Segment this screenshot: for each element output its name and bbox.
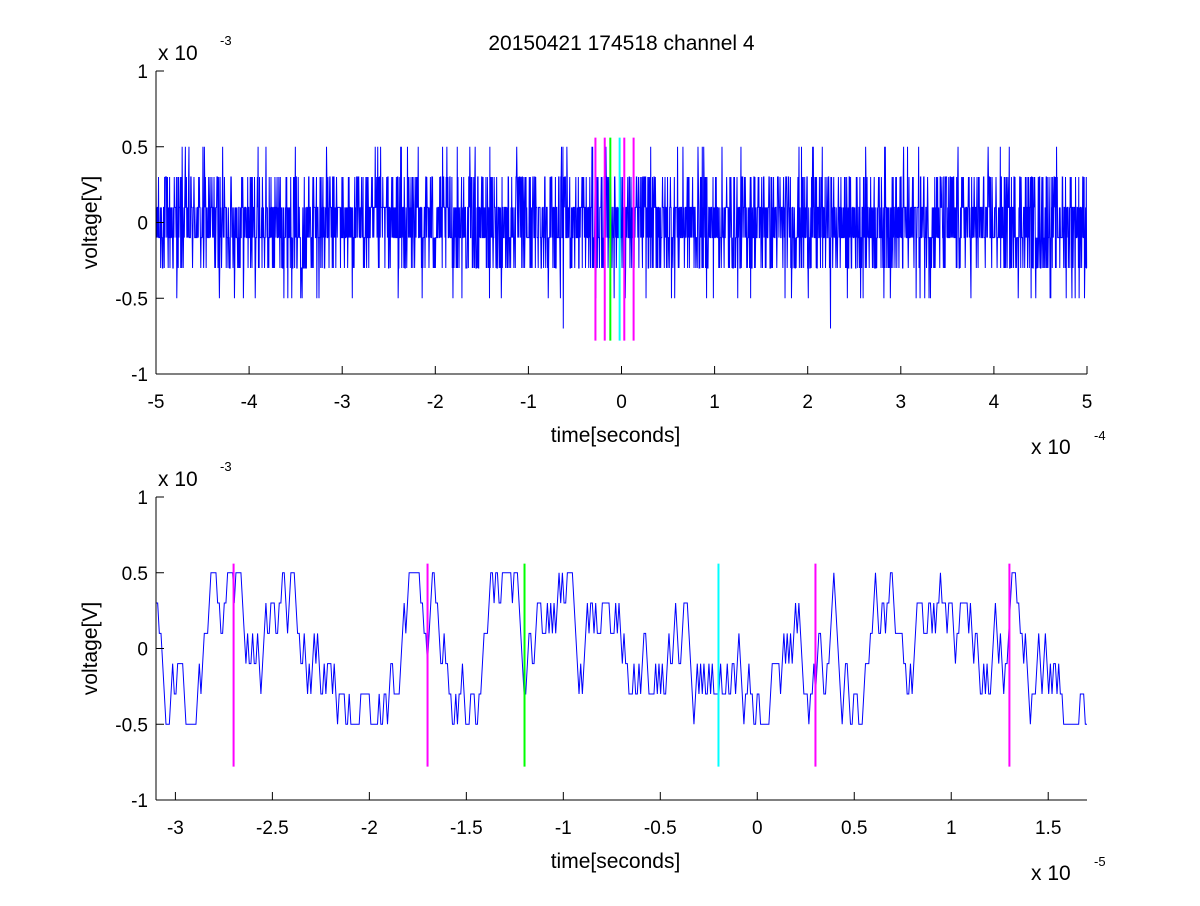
y-tick-label: -1 (131, 365, 148, 386)
y-tick-label: 0.5 (122, 564, 148, 585)
x-tick-label: 5 (1082, 392, 1093, 413)
x-tick-label: -3 (167, 818, 184, 839)
x-tick-label: -5 (148, 392, 165, 413)
x-tick-label: -0.5 (644, 818, 677, 839)
x-tick-label: -2 (427, 392, 444, 413)
y-tick-label: -0.5 (115, 289, 148, 310)
y-tick-label: 1 (137, 488, 148, 509)
y-multiplier-exponent: -3 (220, 33, 232, 48)
x-tick-label: 1 (709, 392, 720, 413)
x-multiplier-exponent: -4 (1094, 428, 1106, 443)
x-tick-label: -3 (334, 392, 351, 413)
x-tick-label: 0.5 (841, 818, 867, 839)
y-tick-label: 1 (137, 62, 148, 83)
x-tick-label: 4 (989, 392, 1000, 413)
y-tick-label: 0 (137, 214, 148, 235)
x-multiplier-base: x 10 (1031, 436, 1071, 459)
x-tick-label: 0 (752, 818, 763, 839)
y-multiplier-exponent: -3 (220, 459, 232, 474)
y-axis-label: voltage[V] (79, 602, 102, 695)
x-tick-label: 1 (946, 818, 957, 839)
x-multiplier-base: x 10 (1031, 862, 1071, 885)
x-tick-label: -4 (241, 392, 258, 413)
y-tick-label: 0.5 (122, 138, 148, 159)
x-tick-label: 2 (802, 392, 813, 413)
series-line-1 (156, 572, 1087, 725)
y-tick-label: -0.5 (115, 715, 148, 736)
x-tick-label: -1 (555, 818, 572, 839)
x-axis-label: time[seconds] (551, 850, 681, 873)
y-tick-label: 0 (137, 640, 148, 661)
chart-title: 20150421 174518 channel 4 (488, 32, 755, 55)
x-tick-label: -1.5 (450, 818, 483, 839)
y-multiplier-base: x 10 (158, 468, 198, 491)
x-multiplier-exponent: -5 (1094, 854, 1106, 869)
x-tick-label: -2 (361, 818, 378, 839)
series-line-1 (155, 146, 1088, 329)
chart-panel-2: -3 -2.5 -2 -1.5 -1 -0.5 0 0.5 1 1.5 -1 -0.5 0 0.5 1 x 1… (79, 459, 1106, 885)
y-axis-label: voltage[V] (79, 176, 102, 269)
chart-panel-1: -5 -4 -3 -2 -1 0 1 2 3 4 5 -1 -0.5 0 0.5 1 x 10 -3 x 10 -4 t… (79, 32, 1106, 459)
x-tick-label: 3 (896, 392, 907, 413)
y-tick-label: -1 (131, 791, 148, 812)
x-tick-label: -1 (520, 392, 537, 413)
y-multiplier-base: x 10 (158, 42, 198, 65)
x-axis-label: time[seconds] (551, 424, 681, 447)
x-tick-label: 0 (616, 392, 627, 413)
x-tick-label: 1.5 (1035, 818, 1061, 839)
x-tick-label: -2.5 (256, 818, 289, 839)
